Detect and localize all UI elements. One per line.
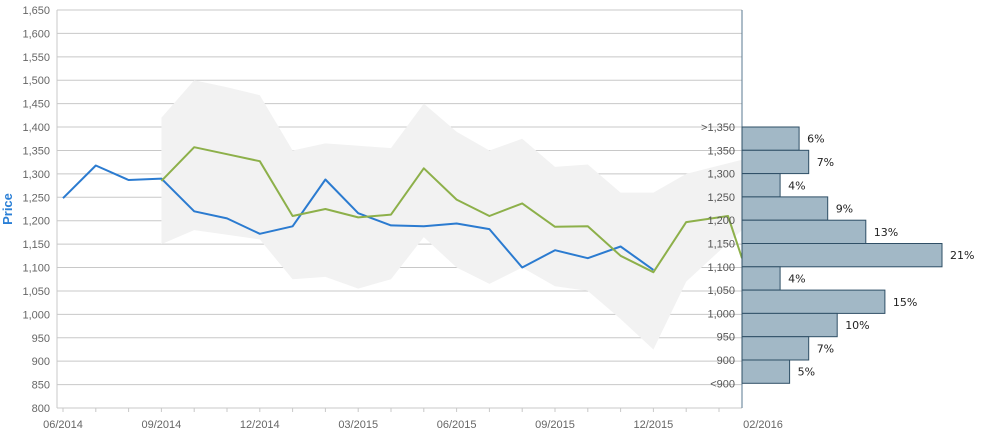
- distribution-percent-label: 7%: [817, 342, 834, 355]
- series-line-1: [62, 164, 654, 271]
- y-axis-title: Price: [0, 193, 15, 225]
- y-tick-label: 1,450: [22, 99, 50, 111]
- distribution-bar: [741, 266, 781, 291]
- distribution-bin-label: >1,350: [701, 122, 735, 134]
- series-line-2: [160, 146, 743, 274]
- distribution-bin-label: 1,100: [707, 262, 735, 274]
- y-tick-label: 800: [32, 403, 50, 415]
- y-tick-label: 1,300: [22, 169, 50, 181]
- y-tick-label: 1,550: [22, 52, 50, 64]
- x-tick-label: 09/2014: [142, 419, 182, 431]
- x-tick-label: 02/2016: [743, 419, 783, 431]
- y-tick-label: 900: [32, 356, 50, 368]
- x-tick-label: 06/2015: [437, 419, 477, 431]
- x-tick-label: 12/2014: [240, 419, 280, 431]
- distribution-bar: [741, 149, 810, 175]
- price-range-band: [161, 80, 742, 350]
- distribution-bin-label: 1,000: [707, 308, 735, 320]
- y-tick-label: 1,600: [22, 28, 50, 40]
- y-tick-label: 1,050: [22, 286, 50, 298]
- distribution-percent-label: 21%: [950, 249, 974, 262]
- x-tick-label: 03/2015: [338, 419, 378, 431]
- x-axis-ticks: 06/2014 09/2014 12/2014 03/2015 06/2015 09/20…: [43, 408, 783, 431]
- distribution-bin-label: 1,150: [707, 239, 735, 251]
- distribution-bin-label: <900: [710, 378, 735, 390]
- distribution-percent-label: 9%: [836, 203, 853, 216]
- distribution-percent-label: 10%: [845, 319, 869, 332]
- distribution-bin-label: 1,250: [707, 192, 735, 204]
- distribution-bar: [741, 312, 838, 338]
- distribution-percent-label: 5%: [798, 366, 815, 379]
- distribution-bin-label: 1,200: [707, 215, 735, 227]
- y-tick-label: 1,650: [22, 5, 50, 17]
- price-distribution: >1,350 1,350 1,300 1,250 1,200 1,150 1,100 1,05…: [701, 122, 974, 390]
- y-tick-label: 950: [32, 333, 50, 345]
- y-tick-label: 1,200: [22, 216, 50, 228]
- y-tick-label: 1,350: [22, 145, 50, 157]
- distribution-bar: [741, 336, 810, 361]
- distribution-percent-label: 13%: [874, 226, 898, 239]
- distribution-bar: [741, 196, 829, 221]
- y-tick-label: 1,150: [22, 239, 50, 251]
- y-tick-label: 1,000: [22, 309, 50, 321]
- distribution-bar: [741, 219, 867, 244]
- distribution-bar: [741, 289, 886, 314]
- distribution-percent-label: 4%: [788, 272, 805, 285]
- y-axis-ticks: 800 850 900 950 1,000 1,050 1,100 1,150 1,200 1,2…: [22, 5, 50, 415]
- range-band-area: [161, 80, 742, 350]
- distribution-percent-label: 7%: [817, 156, 834, 169]
- distribution-percent-label: 4%: [788, 179, 805, 192]
- distribution-percent-label: 15%: [893, 296, 917, 309]
- y-tick-label: 850: [32, 380, 50, 392]
- y-tick-label: 1,500: [22, 75, 50, 87]
- x-tick-label: 06/2014: [43, 419, 83, 431]
- y-tick-label: 1,250: [22, 192, 50, 204]
- distribution-bar: [741, 243, 943, 268]
- distribution-bin-label: 1,350: [707, 145, 735, 157]
- distribution-bin-label: 950: [717, 332, 735, 344]
- x-tick-label: 12/2015: [634, 419, 674, 431]
- price-series: [62, 146, 743, 274]
- y-tick-label: 1,100: [22, 263, 50, 275]
- distribution-bar: [741, 359, 791, 384]
- y-tick-label: 1,400: [22, 122, 50, 134]
- distribution-bar: [741, 126, 800, 151]
- distribution-bar: [741, 173, 781, 198]
- distribution-bin-label: 1,050: [707, 285, 735, 297]
- distribution-bin-label: 1,300: [707, 169, 735, 181]
- distribution-bin-label: 900: [717, 355, 735, 367]
- distribution-percent-label: 6%: [807, 133, 824, 146]
- x-tick-label: 09/2015: [535, 419, 575, 431]
